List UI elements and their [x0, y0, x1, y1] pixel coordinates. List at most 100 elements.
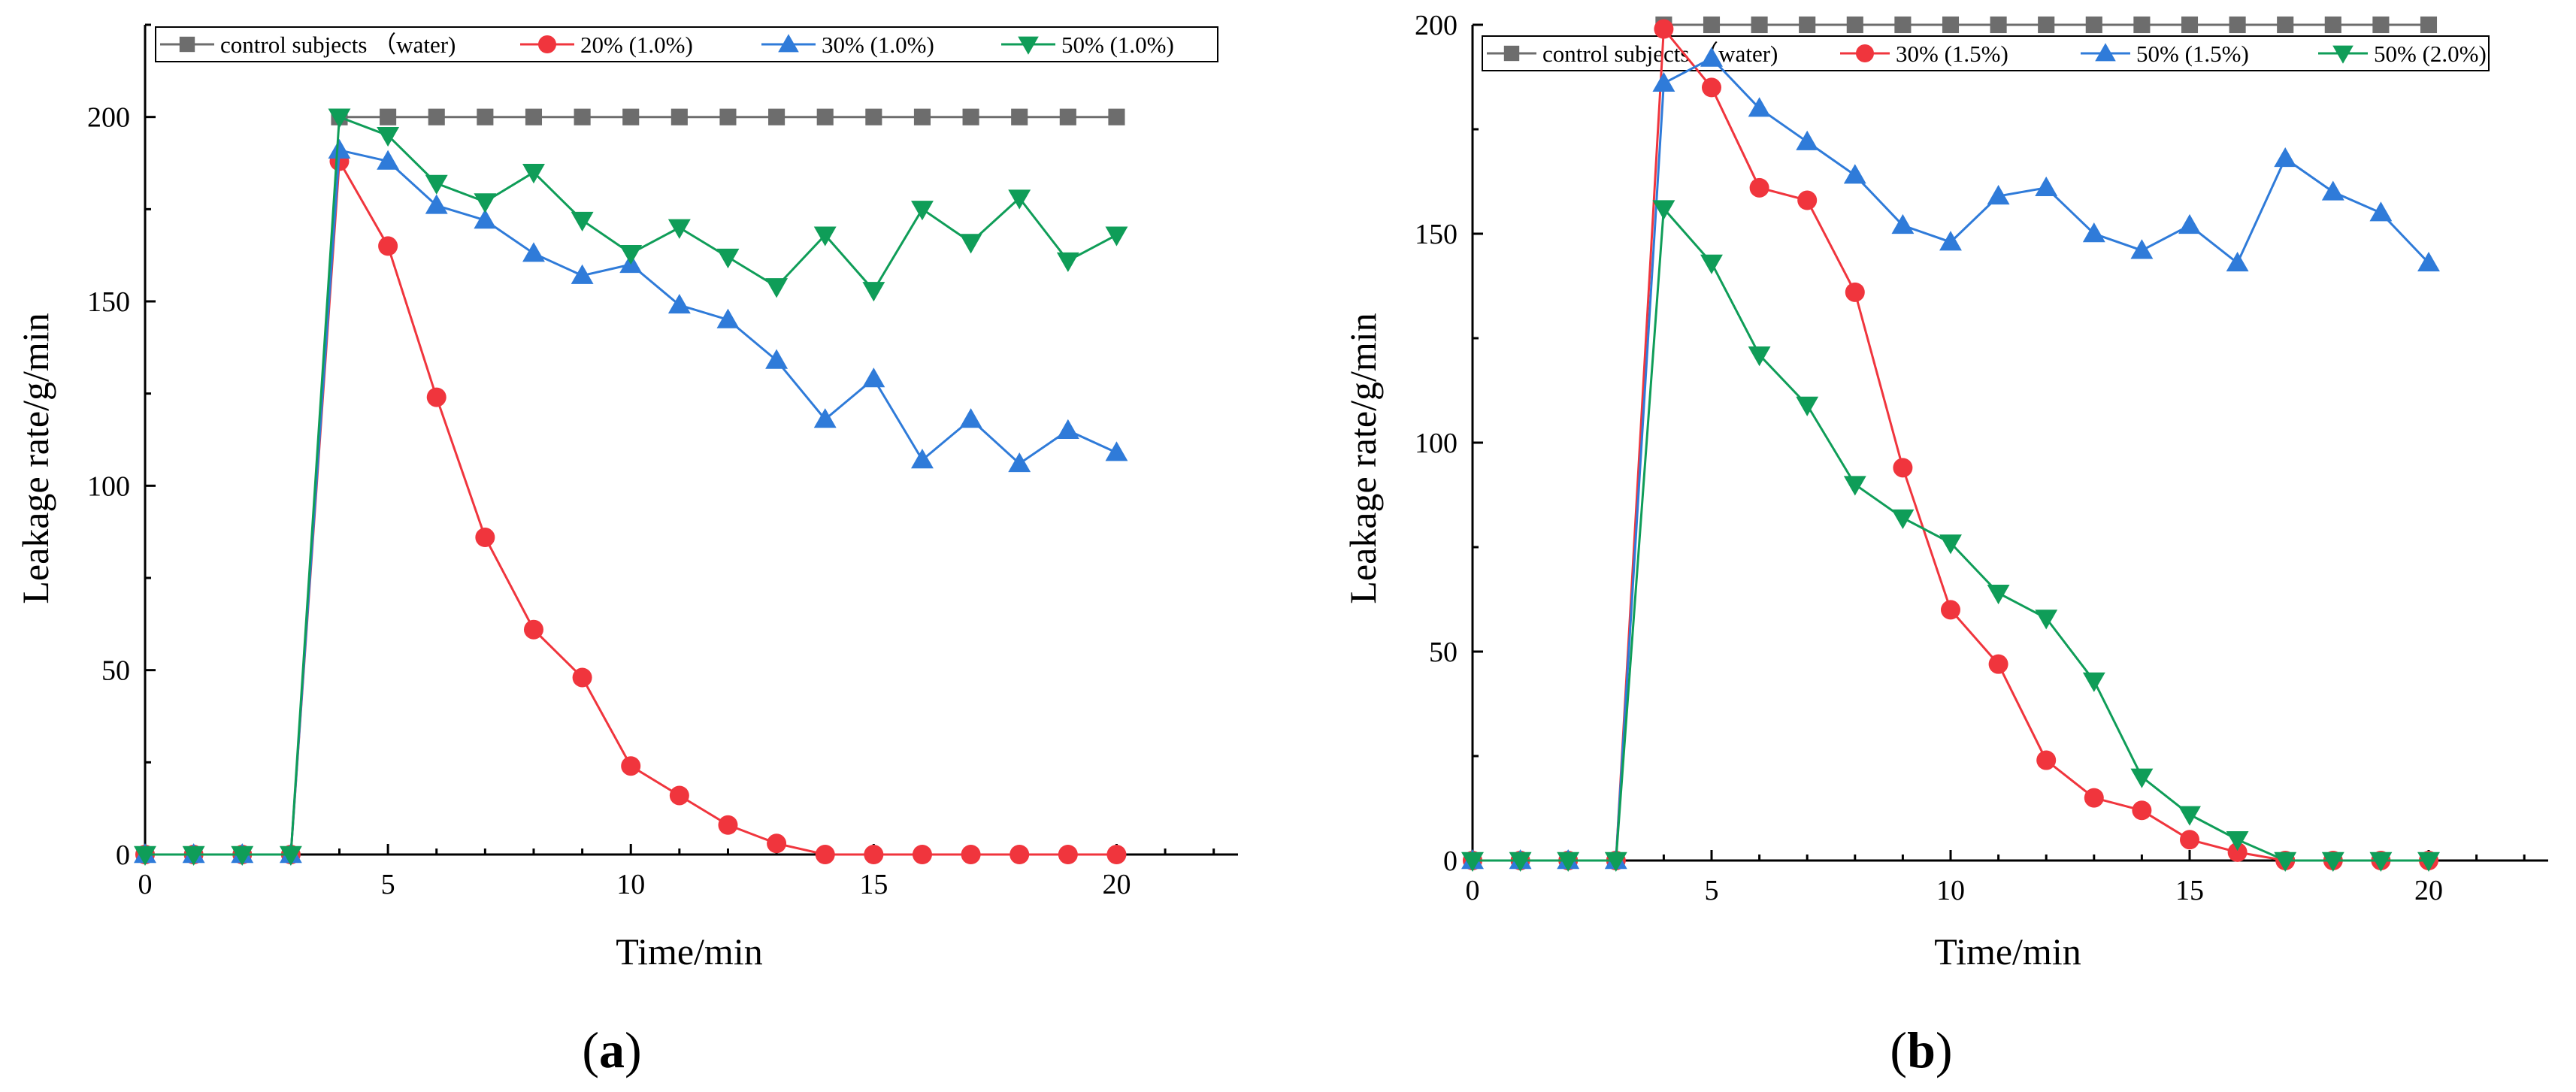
chart-a-y-tick-label: 150 — [87, 286, 130, 318]
chart-a-legend-item-3: 50% (1.0%) — [1001, 32, 1174, 58]
chart-a-series-2-point — [571, 264, 594, 284]
chart-a-series-2-point — [1105, 441, 1128, 461]
chart-a-series-1-point — [767, 833, 787, 854]
chart-a-series-2-point — [911, 449, 934, 469]
chart-b-series-1-point — [2036, 750, 2057, 770]
chart-a-series-3-point — [1105, 226, 1128, 247]
chart-a-series-2-point — [377, 150, 400, 170]
chart-a-legend-swatch-marker — [538, 35, 556, 53]
chart-b-series-0-point — [1751, 16, 1768, 34]
chart-a-legend-label: 50% (1.0%) — [1061, 32, 1174, 58]
chart-b-series-3-point — [2082, 672, 2105, 692]
chart-b-series-0-point — [2181, 16, 2199, 34]
chart-a-series-1-point — [523, 619, 543, 640]
chart-a-x-tick-label: 20 — [1102, 869, 1131, 900]
chart-b-series-2-point — [2082, 222, 2105, 243]
chart-b-series-1-point — [2132, 800, 2152, 821]
chart-a-series-0-point — [962, 108, 979, 126]
chart-b-series-2-point — [1891, 213, 1915, 234]
chart-a-legend-label: control subjects （water) — [220, 32, 456, 58]
chart-b-series-2-point — [2130, 239, 2154, 259]
chart-a-series-1-point — [864, 845, 884, 864]
chart-a-series-3-point — [571, 211, 594, 232]
chart-b-series-1-point — [2084, 788, 2104, 808]
chart-a-series-2-point — [328, 138, 351, 159]
chart-a-series-2-point — [813, 408, 837, 428]
chart-b-legend-swatch-marker — [1503, 45, 1520, 62]
chart-a-series-3 — [134, 108, 1128, 866]
chart-a-x-tick-label: 10 — [616, 869, 645, 900]
chart-a-x-tick-label: 5 — [381, 869, 395, 900]
chart-b-x-tick-label: 0 — [1466, 875, 1480, 906]
chart-b-series-0-point — [1894, 16, 1912, 34]
chart-b-series-2-point — [1843, 164, 1866, 184]
chart-b-series-1-point — [1988, 654, 2008, 674]
chart-a-series-0-point — [1059, 108, 1076, 126]
chart-a-series-2-point — [765, 349, 789, 369]
chart-a-series-3-point — [1008, 189, 1031, 210]
chart-b-series-2-point — [1700, 47, 1723, 67]
chart-b-series-3-point — [1700, 254, 1723, 274]
chart-b-series-0-point — [2372, 16, 2390, 34]
chart-b-y-tick-label: 100 — [1415, 428, 1458, 459]
chart-b-series-0-point — [2038, 16, 2055, 34]
chart-b-series-0-point — [2277, 16, 2294, 34]
chart-b-ylabel: Leakage rate/g/min — [1342, 313, 1384, 603]
chart-a-legend-label: 30% (1.0%) — [822, 32, 934, 58]
chart-b-series-0-point — [1799, 16, 1816, 34]
chart-a-series-3-point — [667, 219, 691, 239]
chart-a-series-3-point — [377, 126, 400, 147]
chart-a-legend-swatch-marker — [1018, 36, 1039, 55]
chart-b-series-3-point — [1843, 476, 1866, 496]
chart-b-series-3-point — [2130, 768, 2154, 788]
chart-a-series-3-point — [328, 108, 351, 129]
chart-a-series-0-point — [1108, 108, 1125, 126]
chart-a-series-0-point — [622, 108, 640, 126]
chart-b-series-1-point — [1654, 19, 1674, 39]
chart-a-series-1-point — [718, 815, 738, 835]
chart-b-series-2 — [1461, 47, 2440, 870]
chart-b-legend — [1482, 35, 2490, 71]
chart-a-series-2-point — [1008, 452, 1031, 473]
chart-b-series-2-point — [2417, 251, 2440, 272]
chart-b-legend-item-0: control subjects （water) — [1487, 41, 1778, 67]
chart-a-series-1-point — [426, 387, 446, 407]
chart-a-series-1-point — [572, 667, 592, 688]
chart-a-series-3-point — [619, 245, 643, 265]
chart-a-series-3-point — [522, 164, 545, 184]
chart-a-series-3-point — [425, 174, 448, 195]
chart-b-y-tick-label: 50 — [1429, 637, 1458, 668]
chart-b-series-0-point — [2229, 16, 2246, 34]
chart-b-legend-label: 50% (2.0%) — [2374, 41, 2487, 67]
chart-b-series-3-point — [1604, 852, 1627, 872]
chart-b-y-tick-label: 150 — [1415, 219, 1458, 250]
chart-b-series-2-point — [1987, 185, 2010, 205]
chart-a-series-3-point — [474, 193, 497, 213]
chart-a-series-0-point — [913, 108, 931, 126]
chart-b-series-3-point — [2274, 852, 2297, 872]
chart-a-legend-swatch-marker — [179, 36, 195, 53]
chart-a-series-3-point — [231, 845, 254, 866]
chart-b-series-0-point — [2133, 16, 2151, 34]
chart-b-series-0-point — [2420, 16, 2438, 34]
chart-b-series-3-point — [2417, 852, 2440, 872]
chart-b-legend-label: 30% (1.5%) — [1896, 41, 2008, 67]
chart-b-series-2-point — [1796, 130, 1819, 150]
chart-a-series-3-point — [765, 278, 789, 298]
chart-a-series-3-point — [134, 845, 156, 866]
chart-a-series-3-point — [182, 845, 205, 866]
chart-a-series-2-point — [425, 194, 448, 214]
chart-a-series-1-point — [621, 756, 641, 776]
chart-a-series-0-point — [768, 108, 786, 126]
chart-b-legend-swatch-marker — [2095, 43, 2116, 62]
chart-a-xlabel: Time/min — [616, 930, 762, 973]
chart-a-series-2-point — [862, 368, 885, 388]
chart-a-series-3-point — [279, 845, 302, 866]
chart-a-series-3-point — [911, 201, 934, 221]
chart-a-series-0-point — [574, 108, 591, 126]
chart-b-series-2-point — [2321, 180, 2344, 201]
chart-a-x-tick-label: 15 — [859, 869, 888, 900]
chart-b-series-0-point — [2324, 16, 2341, 34]
